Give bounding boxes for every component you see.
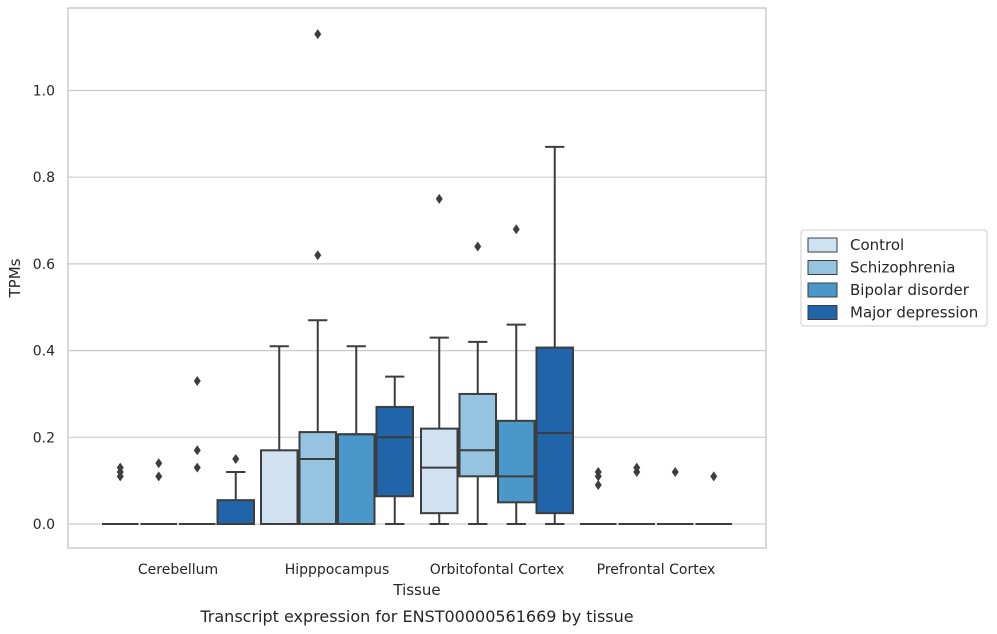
legend-label: Major depression [850,304,978,322]
legend-label: Control [850,236,904,254]
box-schizophrenia [298,29,337,525]
legend-swatch [807,305,838,320]
box-major-depression [535,145,574,525]
box-control [580,466,617,525]
outlier-point [193,462,201,473]
figure-caption: Transcript expression for ENST0000056166… [199,607,633,626]
legend-swatch [807,282,838,298]
box-body [375,405,414,498]
legend: Control Schizophrenia Bipolar disorder Majo… [800,229,988,327]
box-bipolar-disorder [179,375,216,525]
outlier-point [594,466,602,477]
outlier-point [155,471,163,482]
box-body [260,449,299,525]
box-body [298,431,337,525]
box-body [497,419,536,504]
outlier-point [512,224,520,235]
outlier-point [155,458,163,469]
box-bipolar-disorder [657,466,694,525]
box-body [216,499,255,526]
box-body [535,346,574,515]
box-bipolar-disorder [337,345,376,525]
outlier-point [116,462,124,473]
x-axis-title: Tissue [392,581,440,599]
outlier-point [232,453,240,464]
outlier-point [314,29,322,40]
box-schizophrenia [618,462,655,525]
legend-label: Schizophrenia [850,259,955,277]
y-tick-labels: 0.0 0.2 0.4 0.6 0.8 1.0 [33,84,55,534]
legend-frame [800,229,988,327]
box-control [102,462,139,525]
outlier-point [193,445,201,456]
y-tick-label: 0.0 [33,517,55,533]
box-bipolar-disorder [497,224,536,525]
outlier-point [633,462,641,473]
x-tick-label: Hipppocampus [285,562,390,578]
outlier-point [594,479,602,490]
legend-swatch [807,260,838,275]
box-schizophrenia [458,241,497,525]
legend-label: Bipolar disorder [850,281,970,299]
plot-frame [67,7,767,549]
y-tick-label: 1.0 [33,84,55,100]
plot-area [68,8,766,548]
box-groups [102,29,732,526]
legend-swatch [807,237,838,253]
x-tick-label: Orbitofontal Cortex [430,562,565,578]
box-body [337,433,376,525]
outlier-point [435,193,443,204]
y-tick-label: 0.4 [33,344,55,360]
box-body [458,392,497,478]
box-schizophrenia [140,458,177,525]
y-tick-label: 0.8 [33,170,55,186]
x-tick-labels: Cerebellum Hipppocampus Orbitofontal Corte… [138,562,715,578]
box-major-depression [695,471,732,525]
outlier-point [193,375,201,386]
box-control [420,193,459,525]
outlier-point [314,250,322,261]
box-major-depression [375,375,414,525]
y-tick-label: 0.6 [33,257,55,273]
outlier-point [671,466,679,477]
outlier-point [710,471,718,482]
x-tick-label: Prefrontal Cortex [597,562,716,578]
box-body [420,427,459,515]
box-control [260,345,299,525]
outlier-point [474,241,482,252]
box-major-depression [216,453,255,526]
y-tick-label: 0.2 [33,430,55,446]
x-tick-label: Cerebellum [138,562,218,578]
y-axis-title: TPMs [6,258,24,298]
